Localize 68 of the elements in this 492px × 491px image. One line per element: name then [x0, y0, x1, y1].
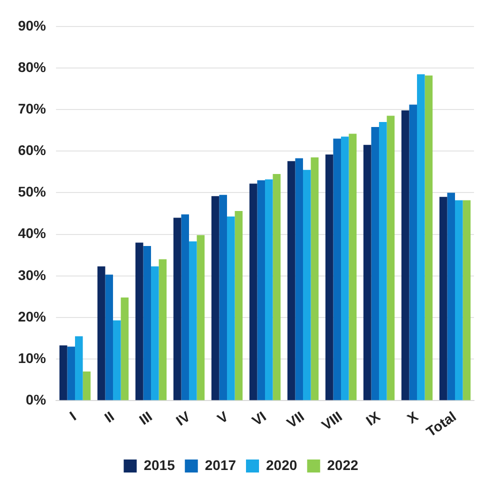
y-tick-label: 70%	[18, 100, 47, 116]
bar	[135, 242, 144, 400]
x-tick-label: I	[66, 408, 79, 424]
y-tick-label: 40%	[18, 225, 47, 242]
bar	[455, 200, 463, 400]
y-tick-label: 90%	[18, 17, 47, 34]
x-tick-label: V	[214, 408, 232, 427]
bar	[158, 259, 167, 400]
bar	[59, 345, 68, 400]
bar	[447, 192, 455, 400]
x-tick-label: IX	[362, 408, 384, 429]
bar	[82, 372, 91, 400]
legend-label: 2017	[204, 456, 236, 473]
y-tick-label: 10%	[18, 350, 47, 366]
legend-label: 2020	[266, 456, 298, 473]
bar	[439, 196, 448, 400]
bar	[75, 336, 83, 400]
bar	[196, 235, 205, 400]
bar	[234, 211, 243, 400]
bar	[409, 104, 418, 400]
bar	[143, 246, 152, 400]
y-tick-label: 0%	[26, 392, 47, 408]
x-tick-label: II	[101, 408, 117, 426]
bar	[257, 180, 266, 400]
bar	[97, 266, 106, 400]
legend-label: 2022	[327, 456, 359, 473]
y-tick-label: 50%	[18, 184, 47, 200]
bar	[348, 134, 357, 400]
bar	[227, 216, 235, 400]
bar	[379, 122, 387, 400]
y-tick-label: 20%	[18, 308, 47, 324]
bar	[151, 266, 159, 400]
legend-label: 2015	[144, 456, 176, 473]
bar	[341, 136, 349, 400]
y-tick-label: 80%	[18, 58, 47, 75]
bar	[371, 127, 380, 400]
bar	[67, 346, 76, 400]
bar	[265, 179, 273, 400]
bar	[417, 74, 425, 400]
bar	[303, 170, 311, 400]
x-tick-label: VIII	[318, 408, 345, 434]
x-tick-label: VI	[248, 408, 269, 429]
bar	[386, 116, 395, 400]
x-tick-label: III	[136, 408, 155, 428]
y-tick-label: 30%	[18, 266, 47, 283]
bar	[287, 161, 296, 400]
bar	[211, 196, 220, 400]
bar	[462, 200, 471, 400]
bar	[310, 157, 319, 400]
bar	[189, 241, 197, 400]
x-tick-label: X	[404, 408, 422, 427]
x-tick-label: VII	[284, 408, 307, 431]
bar	[295, 158, 304, 400]
bar	[113, 320, 121, 400]
bar	[181, 214, 190, 400]
bar	[333, 138, 342, 400]
x-tick-label: IV	[172, 408, 194, 429]
bar	[173, 218, 182, 400]
bar	[401, 110, 410, 400]
bar	[272, 174, 281, 400]
bar	[219, 194, 228, 400]
bar	[105, 274, 114, 400]
bar	[325, 154, 334, 400]
bar	[120, 298, 129, 400]
y-tick-label: 60%	[18, 142, 47, 158]
bar	[249, 184, 258, 400]
bar	[424, 75, 433, 400]
bar	[363, 144, 372, 400]
